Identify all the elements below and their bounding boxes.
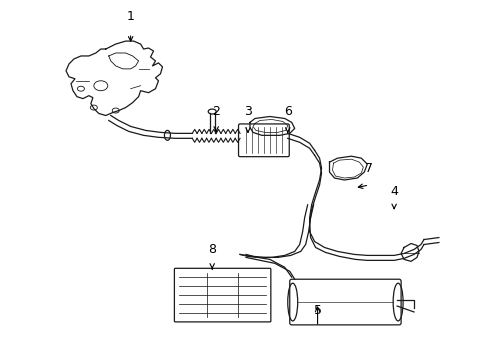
Text: 6: 6	[283, 105, 291, 118]
Text: 8: 8	[208, 243, 216, 256]
Text: 3: 3	[244, 105, 251, 118]
Text: 1: 1	[126, 10, 134, 23]
Text: 2: 2	[212, 105, 220, 118]
Text: 7: 7	[365, 162, 372, 175]
Text: 5: 5	[313, 304, 321, 317]
Text: 4: 4	[389, 185, 397, 198]
